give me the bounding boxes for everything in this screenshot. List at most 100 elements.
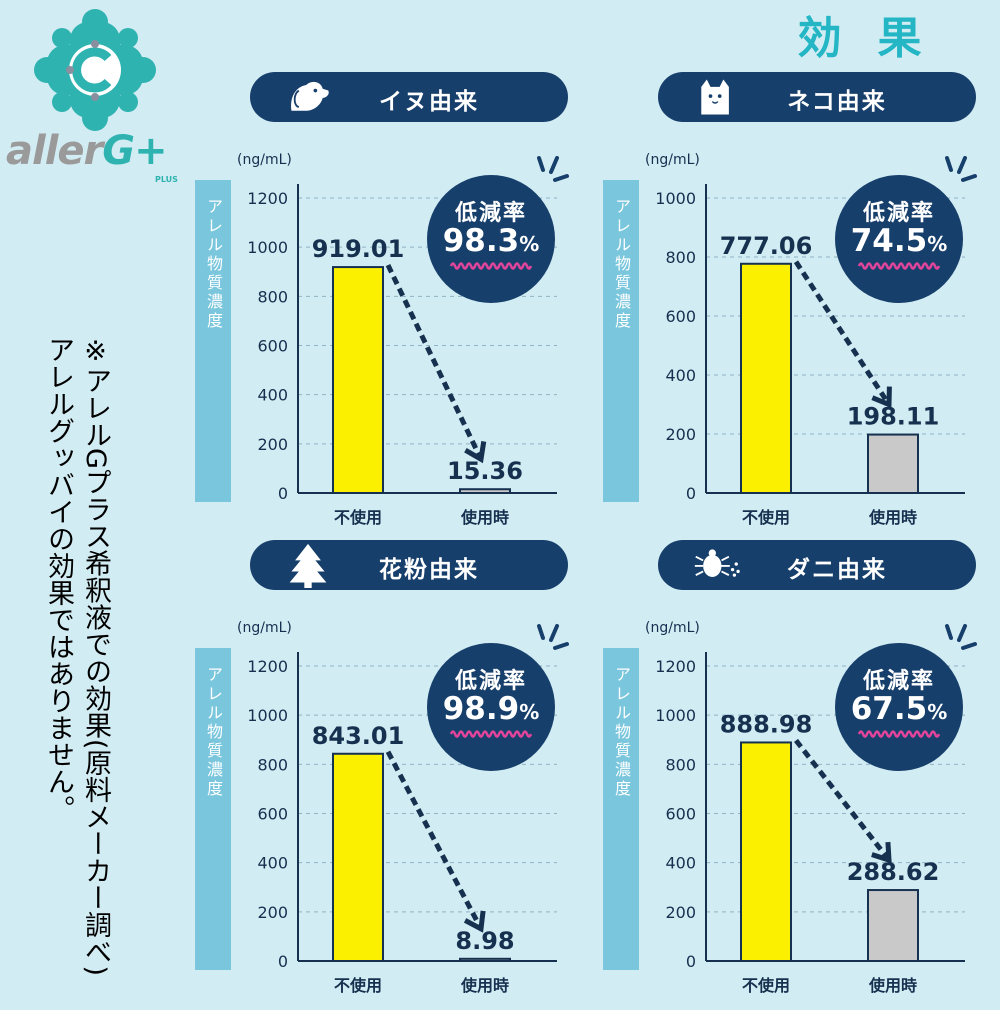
plot-area: 0 200 400 600 800 1000 1200 919.01 不使用 15.36 使用時	[247, 184, 557, 527]
reduction-number: 98.9	[442, 691, 520, 727]
reduction-unit: %	[927, 232, 948, 256]
y-tick-label: 600	[665, 307, 696, 326]
dog-icon	[291, 81, 329, 111]
emphasis-rays	[945, 156, 977, 182]
emphasis-rays	[537, 624, 569, 650]
wavy-underline	[857, 262, 941, 270]
unit-label: (ng/mL)	[645, 152, 700, 168]
arrow-head	[871, 841, 892, 864]
allerg-logo	[34, 9, 156, 131]
cat-icon	[701, 79, 729, 115]
x-tick-label: 不使用	[334, 976, 382, 995]
y-tick-label: 800	[665, 248, 696, 267]
y-tick-label: 1200	[247, 189, 288, 208]
x-tick-label: 使用時	[868, 976, 917, 995]
reduction-number: 67.5	[850, 691, 928, 727]
logo-wordmark: allerG+	[6, 128, 168, 174]
y-tick-label: 800	[665, 755, 696, 774]
unit-label: (ng/mL)	[237, 152, 292, 168]
reduction-number: 98.3	[442, 223, 520, 259]
y-tick-label: 600	[257, 805, 288, 824]
bar-after	[867, 433, 919, 495]
value-label: 777.06	[720, 232, 813, 260]
bar-before	[740, 262, 792, 494]
y-tick-label: 400	[257, 386, 288, 405]
bar-after	[867, 889, 919, 962]
reduction-value: 74.5%	[835, 223, 963, 259]
value-label: 919.01	[312, 235, 405, 263]
plot-area: 0 200 400 600 800 1000 1200 888.98 不使用 288.62 使用時	[655, 652, 965, 995]
value-label: 888.98	[720, 710, 813, 738]
reduction-badge: 低減率 67.5%	[835, 643, 963, 771]
reduction-badge: 低減率 98.3%	[427, 175, 555, 303]
arrow-head	[463, 910, 486, 933]
y-tick-label: 1200	[247, 657, 288, 676]
reduction-arrow	[385, 263, 484, 461]
chart-title-pill: ダニ由来	[658, 540, 976, 590]
y-tick-label: 0	[686, 484, 696, 503]
value-label: 288.62	[847, 858, 940, 886]
y-tick-label: 400	[257, 854, 288, 873]
y-axis-band: アレル物質濃度	[603, 648, 639, 970]
footnote: ※アレルGプラス希釈液での効果(原料メーカー調べ) アレルグッバイの効果ではあり…	[43, 336, 111, 976]
bar-before	[332, 752, 384, 962]
y-tick-label: 200	[665, 425, 696, 444]
tree-icon	[289, 543, 327, 588]
reduction-badge: 低減率 74.5%	[835, 175, 963, 303]
x-tick-label: 使用時	[460, 976, 509, 995]
reduction-arrow	[385, 750, 484, 930]
x-tick-label: 不使用	[742, 508, 790, 527]
emphasis-rays	[945, 624, 977, 650]
y-tick-label: 1000	[655, 189, 696, 208]
chart-title: 花粉由来	[379, 557, 479, 583]
y-tick-label: 400	[665, 366, 696, 385]
reduction-unit: %	[927, 700, 948, 724]
y-tick-label: 200	[257, 903, 288, 922]
emphasis-rays	[537, 156, 569, 182]
x-tick-label: 不使用	[742, 976, 790, 995]
chart-title: ネコ由来	[787, 89, 887, 115]
y-axis-label: アレル物質濃度	[612, 198, 631, 331]
unit-label: (ng/mL)	[237, 620, 292, 636]
plot-area: 0 200 400 600 800 1000 777.06 不使用 198.11 使用時	[655, 184, 965, 527]
plot-area: 0 200 400 600 800 1000 1200 843.01 不使用 8.98 使用時	[247, 652, 557, 995]
reduction-label: 低減率	[862, 201, 935, 226]
value-label: 198.11	[847, 403, 940, 431]
logo-plus-text: PLUS	[155, 175, 178, 184]
chart-cat: ネコ由来 (ng/mL) アレル物質濃度 0 200 400 600 800 1000 777.0…	[603, 72, 1000, 542]
y-axis-label: アレル物質濃度	[204, 198, 223, 331]
chart-title-pill: イヌ由来	[250, 72, 568, 122]
page-title: 効果	[797, 13, 958, 64]
reduction-number: 74.5	[850, 223, 928, 259]
chart-dog: イヌ由来 (ng/mL) アレル物質濃度 0 200 400 600 800 1000 1200 9…	[195, 72, 595, 542]
y-tick-label: 800	[257, 287, 288, 306]
reduction-label: 低減率	[454, 669, 527, 694]
chart-pollen: 花粉由来 (ng/mL) アレル物質濃度 0 200 400 600 800 1000 1200 8…	[195, 540, 595, 1010]
x-tick-label: 不使用	[334, 508, 382, 527]
reduction-unit: %	[519, 232, 540, 256]
y-tick-label: 1000	[655, 706, 696, 725]
y-tick-label: 800	[257, 755, 288, 774]
y-tick-label: 200	[257, 435, 288, 454]
bar-before	[332, 266, 384, 494]
arrow-head	[464, 441, 487, 464]
y-tick-label: 1200	[655, 657, 696, 676]
y-tick-label: 1000	[247, 238, 288, 257]
y-axis-band: アレル物質濃度	[603, 180, 639, 502]
wavy-underline	[857, 730, 941, 738]
value-label: 843.01	[312, 722, 405, 750]
y-axis-band: アレル物質濃度	[195, 180, 231, 502]
chart-title: イヌ由来	[379, 89, 479, 115]
y-tick-label: 600	[665, 805, 696, 824]
reduction-badge: 低減率 98.9%	[427, 643, 555, 771]
chart-title-pill: 花粉由来	[250, 540, 568, 590]
chart-title: ダニ由来	[787, 557, 887, 583]
value-label: 8.98	[455, 927, 514, 955]
arrow-head	[871, 386, 892, 409]
bar-before	[740, 741, 792, 962]
y-tick-label: 1000	[247, 706, 288, 725]
value-label: 15.36	[447, 457, 523, 485]
y-tick-label: 0	[278, 484, 288, 503]
chart-mite: ダニ由来 (ng/mL) アレル物質濃度 0 200 400 600 800 1000 1200 8…	[603, 540, 1000, 1010]
y-tick-label: 200	[665, 903, 696, 922]
